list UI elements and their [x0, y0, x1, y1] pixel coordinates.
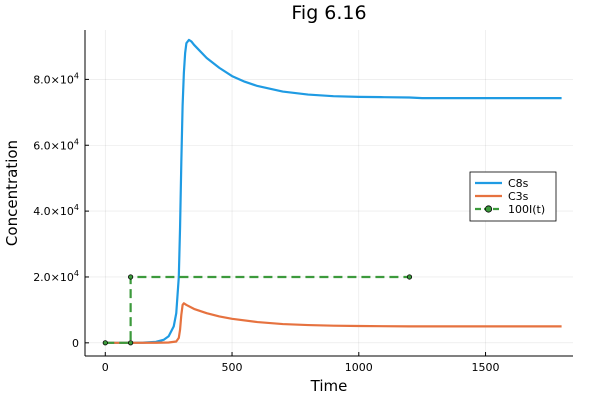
x-axis-title: Time: [310, 377, 348, 395]
y-tick-exponent: 4: [74, 269, 79, 278]
y-tick-mantissa: 2.0×10: [33, 271, 74, 284]
axes: [84, 30, 573, 357]
x-tick-label: 1500: [472, 361, 500, 374]
y-tick-exponent: 4: [74, 203, 79, 212]
y-tick-mantissa: 0: [72, 337, 79, 350]
y-tick-exponent: 4: [74, 71, 79, 80]
y-tick-mantissa: 8.0×10: [33, 73, 74, 86]
series-marker: [406, 274, 413, 280]
ticks: 0 500 1000 150002.0×1044.0×1046.0×1048.0×10…: [33, 71, 499, 374]
y-tick-mantissa: 6.0×10: [33, 139, 74, 152]
y-tick-mantissa: 4.0×10: [33, 205, 74, 218]
series-layer: [102, 38, 562, 346]
y-tick-label: 6.0×104: [33, 137, 79, 152]
x-tick-label: 1000: [345, 361, 373, 374]
x-tick-label: 500: [222, 361, 243, 374]
y-axis-title: Concentration: [3, 140, 21, 246]
y-tick-label: 0: [72, 337, 79, 350]
y-tick-label: 4.0×104: [33, 203, 79, 218]
y-tick-exponent: 4: [74, 137, 79, 146]
legend-box: [469, 171, 557, 222]
x-tick-label: 0: [102, 361, 109, 374]
series-marker: [128, 274, 134, 280]
series-line-c8s: [105, 38, 562, 344]
chart-title: Fig 6.16: [291, 2, 366, 24]
legend-marker: [484, 205, 493, 213]
legend-label: C3s: [508, 190, 529, 203]
series-marker: [102, 340, 108, 346]
y-tick-label: 8.0×104: [33, 71, 79, 86]
legend-label: 100I(t): [508, 203, 545, 216]
series-line-c3s: [105, 302, 562, 344]
y-tick-label: 2.0×104: [33, 269, 79, 284]
series-marker: [128, 340, 134, 346]
series-line-100i-t-: [105, 275, 410, 344]
legend-label: C8s: [508, 177, 529, 190]
